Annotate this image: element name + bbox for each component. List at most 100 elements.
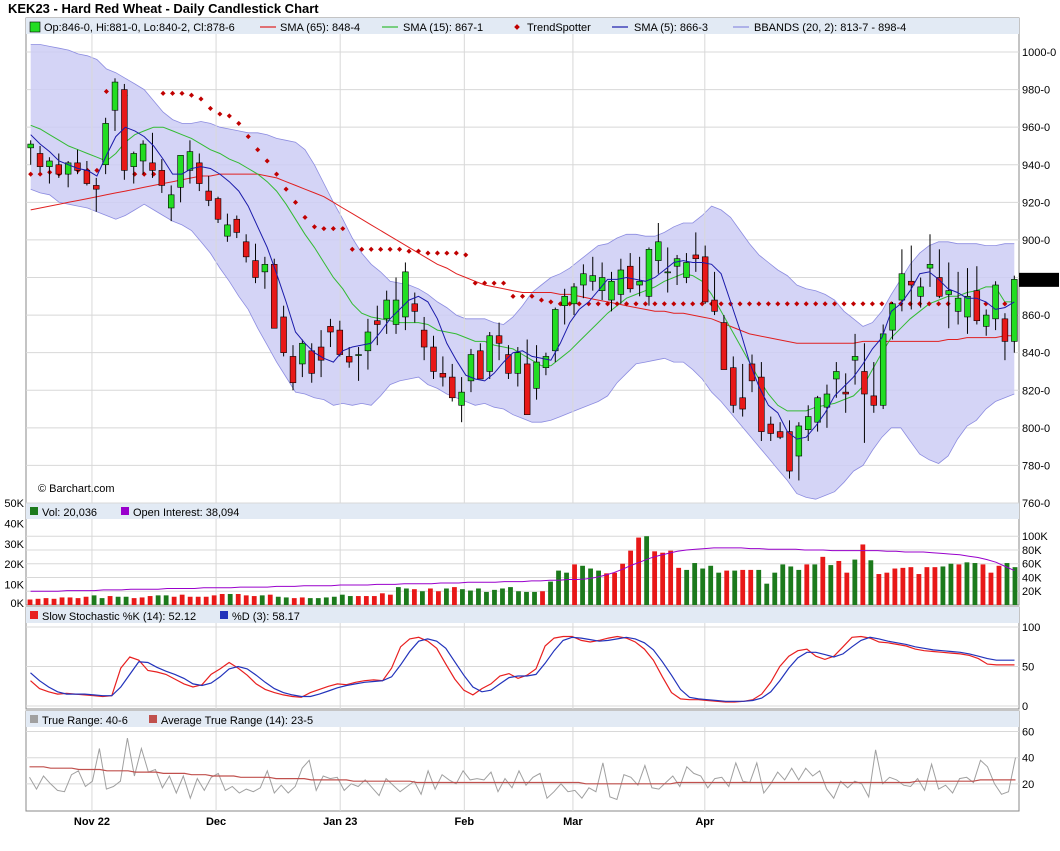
trendspotter-marker [841,301,847,307]
trendspotter-marker [198,96,204,102]
candle-up [636,280,643,286]
volume-bar [219,593,225,605]
candle-up [917,286,924,297]
volume-bar [676,567,682,605]
volume-bar [668,550,674,605]
candle-up [814,397,821,423]
true-range-tick-label: 20 [1022,779,1034,791]
candle-down [477,350,484,380]
candle-up [186,151,194,171]
atr-line [29,766,1016,785]
candle-up [533,361,540,389]
volume-bar [131,598,137,605]
volume-bar [1004,563,1010,605]
candle-down [345,356,353,363]
volume-bar [452,587,457,605]
x-axis-date-label: Jan 23 [323,816,357,828]
price-tick-label: 980-0 [1022,85,1050,97]
candle-up [64,162,72,175]
candle-up [964,295,971,318]
x-axis-date-label: Apr [695,816,715,828]
volume-bar [964,562,970,605]
candle-down [701,256,709,303]
candle-down [430,346,437,372]
volume-bar [211,595,217,605]
trendspotter-marker [491,280,497,286]
candle-up [46,160,53,167]
true-range-line [29,738,1016,801]
true-range-tick-label: 60 [1022,727,1034,739]
candle-up [561,295,568,306]
candle-down [973,290,981,322]
open-interest-line [30,547,1015,592]
last-price-label: 878-6 [1022,275,1050,287]
volume-bar [395,587,401,605]
candle-down [336,329,344,355]
volume-bar [580,565,585,605]
volume-bar [892,568,898,605]
candle-up [598,277,606,291]
candle-down [317,346,325,361]
stochastic-tick-label: 0 [1022,701,1028,713]
sma15-legend-label: SMA (15): 867-1 [403,22,483,34]
candle-down [289,356,297,384]
volume-bar [564,572,569,605]
true-range-tick-label: 40 [1022,753,1034,765]
volume-left-tick-label: 0K [11,598,25,610]
trendspotter-marker [633,301,639,307]
stochastic-k-legend-swatch [30,611,38,619]
volume-bar [948,563,954,605]
volume-bar [884,572,890,605]
candle-up [879,333,887,406]
bbands-legend-label: BBANDS (20, 2): 813-7 - 898-4 [754,22,906,34]
volume-bar [355,596,361,605]
volume-bar [331,596,337,605]
trendspotter-marker [340,226,346,232]
trendspotter-marker [671,301,677,307]
volume-bar [940,566,946,605]
stochastic-d-legend-swatch [220,611,228,619]
candle-down [308,350,315,374]
volume-bar [363,596,369,605]
volume-left-tick-label: 10K [4,580,24,592]
volume-bar [492,589,497,605]
trendspotter-marker [444,250,450,256]
volume-bar [347,596,353,605]
volume-bar [900,567,906,605]
candle-down [149,162,156,171]
trendspotter-marker [822,301,828,307]
volume-bar [251,596,257,605]
trendspotter-marker [463,252,469,258]
volume-bar [315,598,321,605]
volume-bar [828,565,834,605]
volume-bar [540,591,545,605]
trendspotter-marker [1002,301,1008,307]
trendspotter-marker [425,250,431,256]
volume-bar [644,536,650,605]
candle-up [851,356,859,361]
trendspotter-marker [311,224,318,230]
candle-down [280,316,287,353]
volume-bar [444,588,449,605]
volume-bar [772,572,778,605]
volume-bar [468,590,473,605]
volume-bar [171,596,177,605]
volume-bar [139,597,145,605]
trendspotter-marker [387,246,393,252]
bollinger-upper-line [30,44,1015,327]
candle-up [889,303,896,331]
candle-down [196,162,203,184]
volume-bar [916,574,922,605]
volume-bar [267,594,273,605]
volume-bar [724,570,730,605]
stochastic-d-line [30,636,1015,702]
stochastic-d-legend-label: %D (3): 58.17 [232,611,300,623]
candle-up [130,153,137,167]
candle-down [748,363,756,382]
volume-bar [820,556,826,605]
volume-bar [596,570,601,605]
trendspotter-marker [775,301,781,307]
candle-up [299,342,306,365]
